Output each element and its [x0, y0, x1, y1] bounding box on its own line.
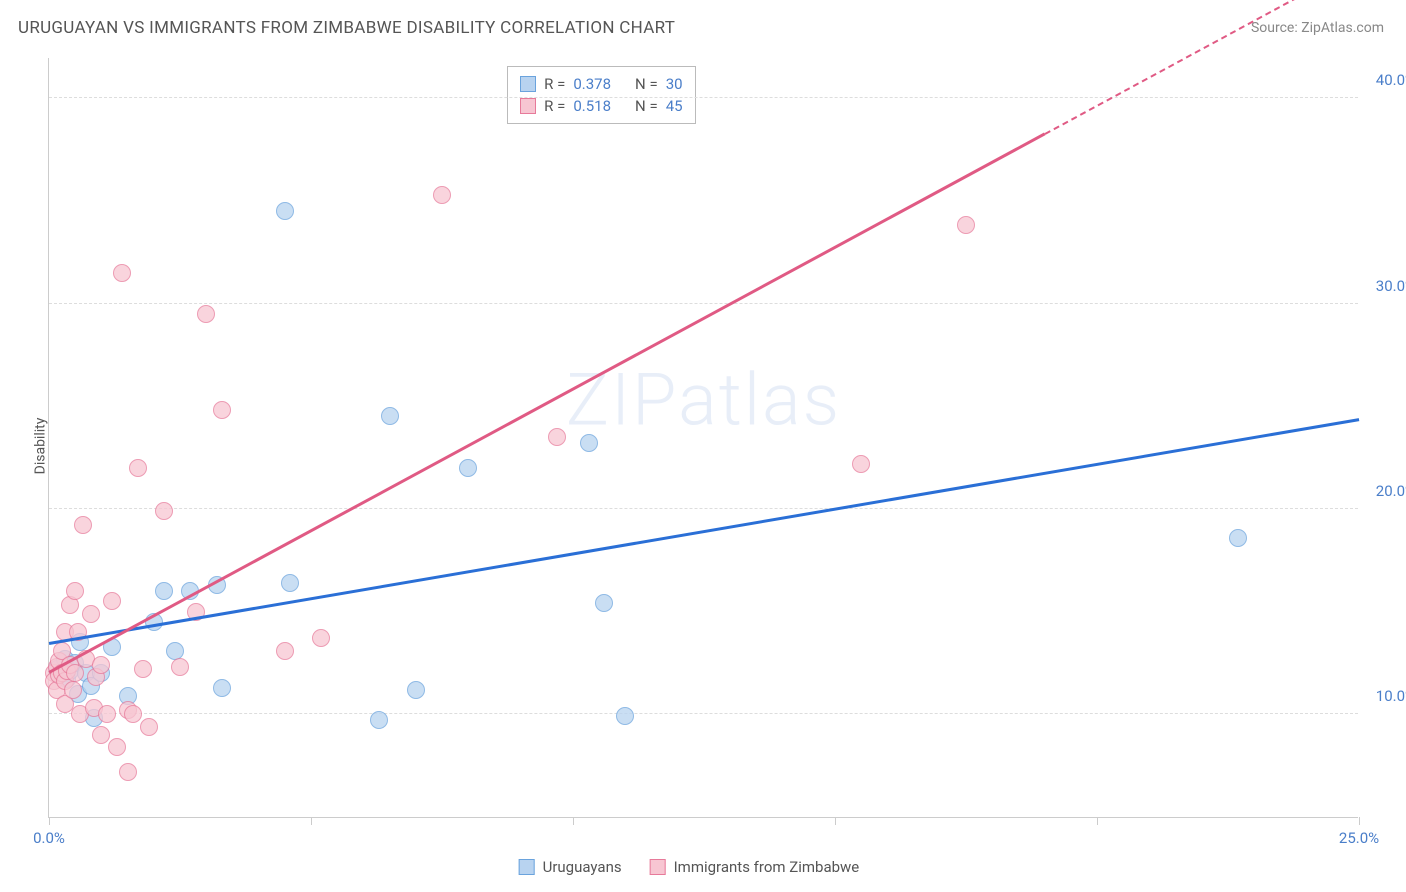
- scatter-point: [276, 642, 294, 660]
- scatter-point: [119, 763, 137, 781]
- x-tick: [573, 817, 574, 825]
- legend-swatch: [650, 859, 666, 875]
- scatter-point: [171, 658, 189, 676]
- trend-line: [49, 418, 1359, 644]
- scatter-point: [82, 605, 100, 623]
- scatter-point: [616, 707, 634, 725]
- n-value: 45: [666, 97, 683, 115]
- x-tick: [49, 817, 50, 825]
- scatter-point: [92, 656, 110, 674]
- y-tick-label: 30.0%: [1376, 277, 1406, 295]
- x-tick-label: 25.0%: [1339, 829, 1379, 847]
- plot-area: ZIPatlas R =0.378N =30R =0.518N =45 10.0…: [48, 58, 1358, 818]
- y-tick-label: 40.0%: [1376, 71, 1406, 89]
- scatter-point: [852, 455, 870, 473]
- gridline: [49, 713, 1358, 714]
- x-tick: [1097, 817, 1098, 825]
- scatter-point: [98, 705, 116, 723]
- scatter-point: [957, 216, 975, 234]
- scatter-point: [276, 202, 294, 220]
- scatter-point: [213, 679, 231, 697]
- correlation-row: R = 0.518 N = 45: [520, 95, 682, 117]
- r-value: 0.378: [573, 75, 611, 93]
- scatter-point: [74, 516, 92, 534]
- trend-line: [48, 132, 1045, 673]
- x-tick: [311, 817, 312, 825]
- scatter-point: [407, 681, 425, 699]
- scatter-point: [281, 574, 299, 592]
- scatter-point: [64, 681, 82, 699]
- scatter-point: [312, 629, 330, 647]
- r-label: R =: [544, 75, 565, 93]
- gridline: [49, 97, 1358, 98]
- scatter-point: [155, 582, 173, 600]
- n-label: N =: [635, 75, 658, 93]
- scatter-point: [381, 407, 399, 425]
- legend-swatch: [520, 98, 536, 114]
- legend-label: Uruguayans: [543, 858, 622, 876]
- scatter-point: [370, 711, 388, 729]
- scatter-point: [103, 592, 121, 610]
- chart-title: URUGUAYAN VS IMMIGRANTS FROM ZIMBABWE DI…: [18, 18, 675, 38]
- scatter-point: [197, 305, 215, 323]
- scatter-point: [108, 738, 126, 756]
- legend-swatch: [520, 76, 536, 92]
- scatter-point: [433, 186, 451, 204]
- n-label: N =: [635, 97, 658, 115]
- chart-container: URUGUAYAN VS IMMIGRANTS FROM ZIMBABWE DI…: [0, 0, 1406, 892]
- scatter-point: [140, 718, 158, 736]
- y-tick-label: 10.0%: [1376, 687, 1406, 705]
- x-tick: [1359, 817, 1360, 825]
- scatter-point: [124, 705, 142, 723]
- x-tick: [835, 817, 836, 825]
- scatter-point: [66, 582, 84, 600]
- source-attribution: Source: ZipAtlas.com: [1251, 20, 1384, 36]
- scatter-point: [92, 726, 110, 744]
- scatter-point: [129, 459, 147, 477]
- correlation-row: R = 0.378 N = 30: [520, 73, 682, 95]
- n-value: 30: [666, 75, 683, 93]
- gridline: [49, 508, 1358, 509]
- scatter-point: [459, 459, 477, 477]
- scatter-point: [155, 502, 173, 520]
- legend-swatch: [519, 859, 535, 875]
- scatter-point: [595, 594, 613, 612]
- scatter-point: [213, 401, 231, 419]
- scatter-point: [548, 428, 566, 446]
- scatter-point: [1229, 529, 1247, 547]
- scatter-point: [134, 660, 152, 678]
- legend-item: Uruguayans: [519, 858, 622, 876]
- correlation-box: R = 0.378 N = 30 R = 0.518 N = 45: [507, 66, 695, 124]
- legend: Uruguayans Immigrants from Zimbabwe: [519, 858, 860, 876]
- gridline: [49, 303, 1358, 304]
- x-tick-label: 0.0%: [33, 829, 65, 847]
- y-axis-label: Disability: [32, 418, 48, 475]
- legend-label: Immigrants from Zimbabwe: [674, 858, 860, 876]
- scatter-point: [113, 264, 131, 282]
- scatter-point: [580, 434, 598, 452]
- y-tick-label: 20.0%: [1376, 482, 1406, 500]
- r-label: R =: [544, 97, 565, 115]
- legend-item: Immigrants from Zimbabwe: [650, 858, 860, 876]
- scatter-point: [166, 642, 184, 660]
- r-value: 0.518: [573, 97, 611, 115]
